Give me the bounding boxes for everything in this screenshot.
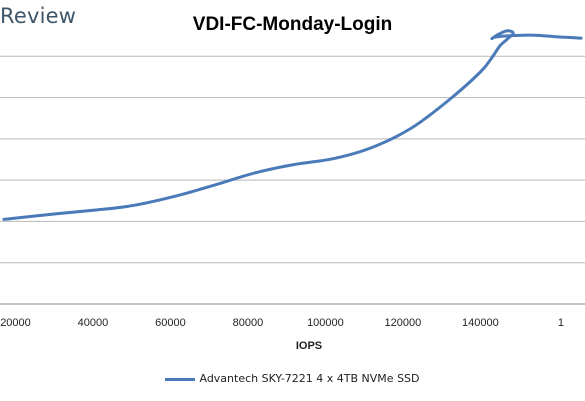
legend: Advantech SKY-7221 4 x 4TB NVMe SSD: [0, 372, 585, 385]
series-layer: [2, 29, 583, 221]
legend-swatch: [165, 377, 196, 381]
x-axis-label: IOPS: [296, 340, 322, 352]
x-axis: 20000 40000 60000 80000 100000 120000 140000 1: [0, 303, 585, 329]
x-tick-label: 80000: [233, 317, 264, 329]
x-tick-label: 1: [558, 317, 564, 329]
x-tick-label: 140000: [462, 317, 499, 329]
x-tick-label: 40000: [78, 317, 109, 329]
x-tick-label: 20000: [0, 317, 31, 329]
chart-title: VDI-FC-Monday-Login: [192, 14, 393, 35]
x-tick-label: 60000: [155, 317, 186, 329]
x-tick-label: 100000: [307, 317, 344, 329]
site-logo-text: Review: [0, 4, 77, 28]
series-line-0: [2, 29, 583, 221]
x-tick-label: 120000: [385, 317, 422, 329]
gridlines: [0, 55, 585, 264]
legend-entry: Advantech SKY-7221 4 x 4TB NVMe SSD: [199, 372, 420, 385]
